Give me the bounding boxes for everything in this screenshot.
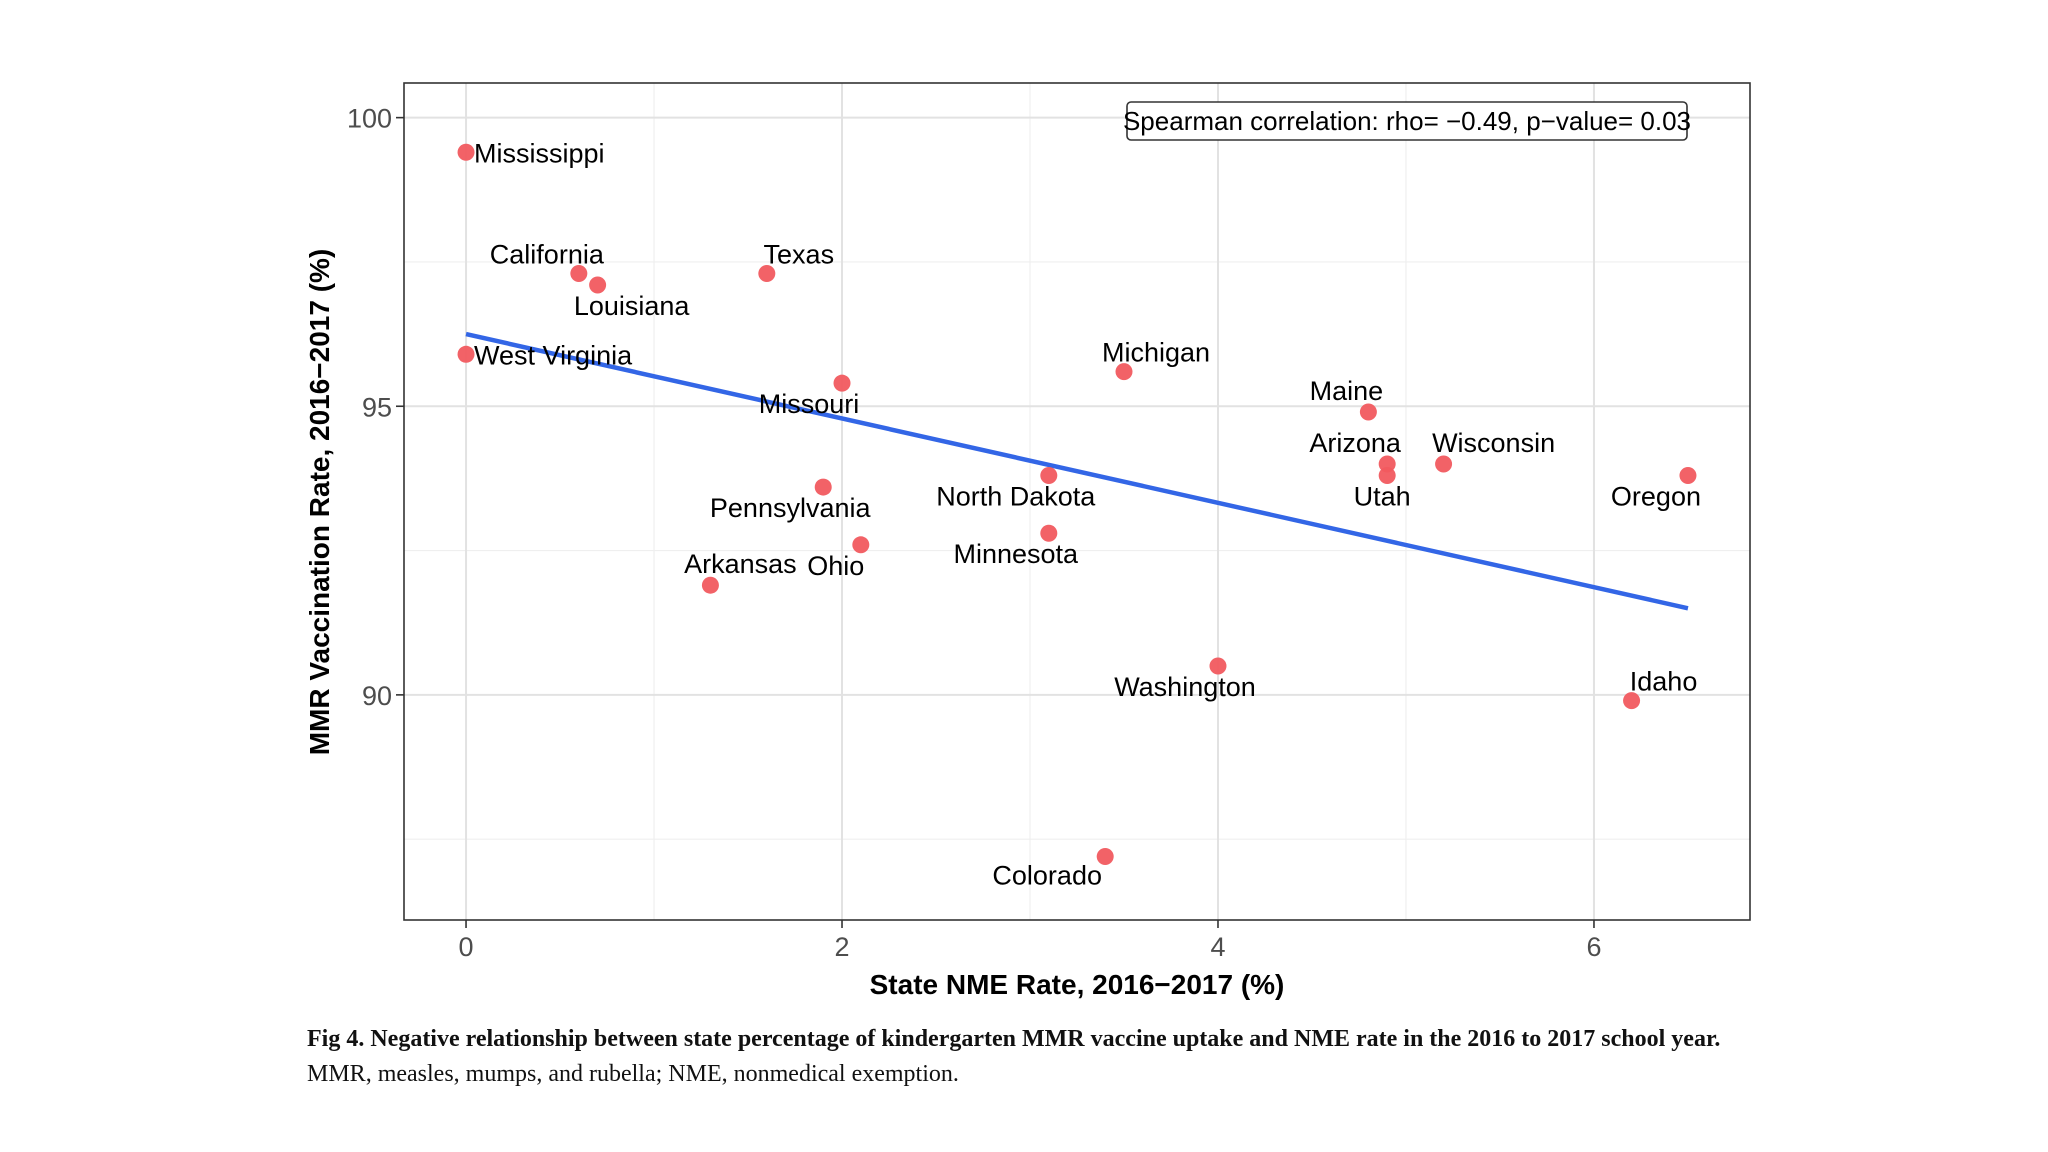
data-point-washington [1209,657,1227,675]
data-point-michigan [1115,363,1133,381]
point-label-michigan: Michigan [1102,338,1210,368]
figure-caption: Fig 4. Negative relationship between sta… [307,1022,1747,1092]
point-label-mississippi: Mississippi [474,138,605,168]
point-label-utah: Utah [1354,482,1411,512]
point-label-washington: Washington [1114,672,1256,702]
data-point-arkansas [701,576,719,594]
point-label-louisiana: Louisiana [574,291,691,321]
y-tick-label: 100 [347,104,392,134]
data-point-louisiana [589,276,607,294]
points-layer [457,143,1697,866]
x-axis-title: State NME Rate, 2016−2017 (%) [870,969,1285,1000]
caption-title: Fig 4. Negative relationship between sta… [307,1026,1721,1052]
point-label-north-dakota: North Dakota [936,482,1096,512]
x-tick-label: 6 [1586,932,1601,962]
data-point-ohio [852,536,870,554]
data-point-minnesota [1040,524,1058,542]
data-point-utah [1378,467,1396,485]
data-point-north-dakota [1040,467,1058,485]
point-label-texas: Texas [764,239,835,269]
data-point-pennsylvania [814,478,832,496]
plot-border [403,82,1751,921]
data-point-texas [758,264,776,282]
point-label-oregon: Oregon [1611,482,1701,512]
point-label-maine: Maine [1310,376,1384,406]
axis-layer: 0 2 4 6 90 95 100 [347,104,1602,962]
caption-body: MMR, measles, mumps, and rubella; NME, n… [307,1061,959,1087]
point-label-pennsylvania: Pennsylvania [710,493,872,523]
correlation-annotation: Spearman correlation: rho= −0.49, p−valu… [1123,101,1691,141]
data-point-colorado [1096,848,1114,866]
trend-line [465,331,1689,611]
data-point-california [570,264,588,282]
point-label-arkansas: Arkansas [684,549,797,579]
data-point-maine [1359,403,1377,421]
point-label-wisconsin: Wisconsin [1432,428,1555,458]
y-tick-label: 95 [362,392,392,422]
data-point-mississippi [457,143,475,161]
y-axis-title: MMR Vaccination Rate, 2016−2017 (%) [304,249,335,756]
annotation-box [1126,101,1688,141]
point-label-west-virginia: West Virginia [474,340,633,370]
annotation-text: Spearman correlation: rho= −0.49, p−valu… [1123,106,1691,136]
point-label-arizona: Arizona [1309,428,1402,458]
x-tick-label: 0 [459,932,474,962]
x-tick-label: 4 [1210,932,1225,962]
point-label-idaho: Idaho [1630,667,1698,697]
point-label-missouri: Missouri [759,389,860,419]
point-label-minnesota: Minnesota [954,539,1080,569]
point-label-colorado: Colorado [992,861,1102,891]
x-tick-label: 2 [834,932,849,962]
grid-layer [404,83,1750,920]
data-point-oregon [1679,467,1697,485]
data-point-west-virginia [457,345,475,363]
point-label-california: California [490,239,605,269]
point-label-ohio: Ohio [807,551,864,581]
data-point-missouri [833,374,851,392]
data-point-idaho [1623,692,1641,710]
y-tick-label: 90 [362,681,392,711]
labels-layer: Mississippi California Louisiana Texas West … [474,138,1701,890]
trend-layer [465,331,1689,611]
data-point-wisconsin [1435,455,1453,473]
